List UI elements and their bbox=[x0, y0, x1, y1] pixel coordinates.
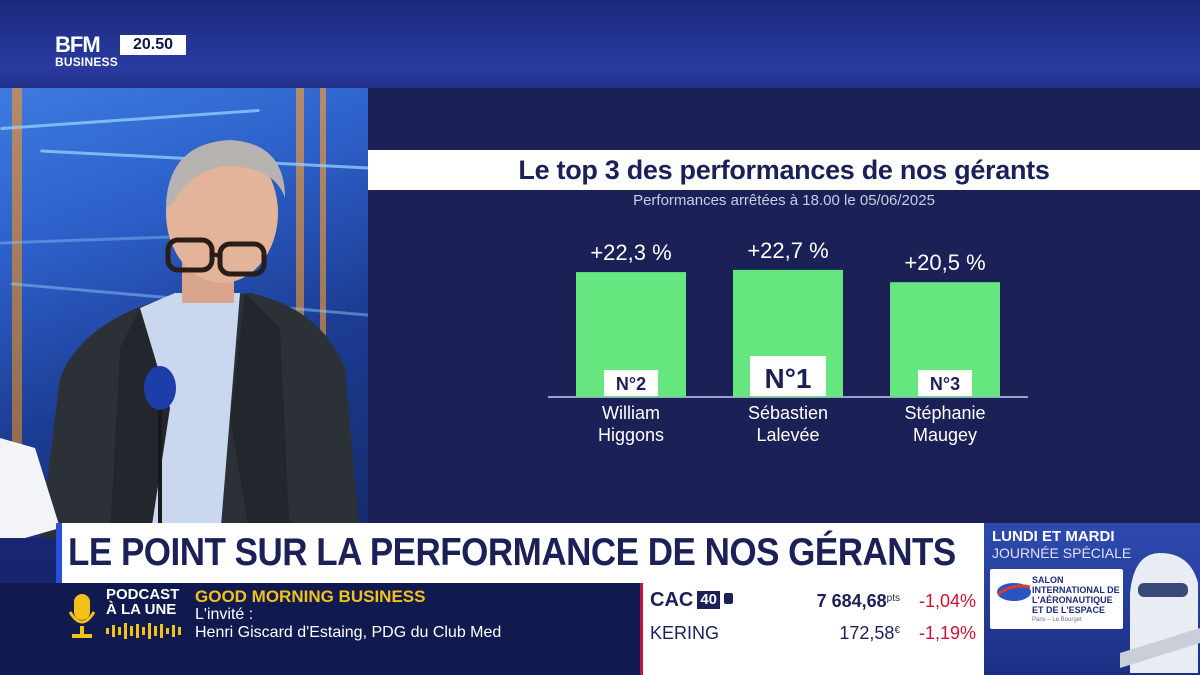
market-change: -1,04% bbox=[918, 591, 976, 611]
salon-sub: Paris – Le Bourget bbox=[1032, 617, 1082, 623]
market-separator bbox=[640, 583, 643, 675]
value-unit: € bbox=[894, 625, 900, 636]
category-label: Maugey bbox=[913, 425, 977, 445]
symbol-badge: 40 bbox=[697, 591, 721, 609]
market-symbol: KERING bbox=[650, 623, 720, 643]
rank-badge bbox=[750, 356, 826, 396]
market-row: KERING 172,58€ -1,19% bbox=[650, 619, 980, 647]
show-title: GOOD MORNING BUSINESS bbox=[195, 587, 426, 606]
market-ticker: CAC 40 7 684,68pts -1,04% KERING 172,58€ … bbox=[640, 583, 984, 675]
special-line2: JOURNÉE SPÉCIALE bbox=[992, 545, 1132, 561]
podcast-sub-label: À LA UNE bbox=[106, 601, 177, 618]
market-symbol: CAC 40 bbox=[650, 589, 734, 612]
special-event-box: LUNDI ET MARDI JOURNÉE SPÉCIALE SALON IN… bbox=[984, 523, 1200, 675]
special-line1: LUNDI ET MARDI bbox=[992, 528, 1115, 545]
rank-label: N°3 bbox=[930, 374, 960, 394]
lock-icon bbox=[724, 593, 734, 604]
market-value: 172,58€ bbox=[839, 623, 900, 644]
market-change: -1,19% bbox=[918, 623, 976, 643]
podcast-label: PODCAST bbox=[106, 586, 180, 603]
value-number: 7 684,68 bbox=[816, 591, 887, 611]
chart-title-band: Le top 3 des performances de nos gérants bbox=[368, 150, 1200, 190]
chart-panel: Le top 3 des performances de nos gérants… bbox=[368, 88, 1200, 524]
value-number: 172,58 bbox=[839, 623, 895, 643]
logo-sub: BUSINESS bbox=[55, 55, 118, 69]
salon-logo: SALON INTERNATIONAL DE L'AÉRONAUTIQUE ET… bbox=[990, 569, 1123, 629]
category-label: Lalevée bbox=[756, 425, 819, 445]
category-label: Sébastien bbox=[748, 403, 828, 423]
studio-pillar bbox=[320, 88, 326, 538]
salon-title: SALON INTERNATIONAL DE L'AÉRONAUTIQUE ET… bbox=[1032, 575, 1120, 615]
channel-logo: BFM BUSINESS bbox=[55, 32, 118, 70]
symbol-name: CAC bbox=[650, 589, 694, 611]
bar-value-label: +22,7 % bbox=[747, 238, 828, 263]
headline-text: LE POINT SUR LA PERFORMANCE DE NOS GÉRAN… bbox=[68, 531, 956, 574]
headline-band: LE POINT SUR LA PERFORMANCE DE NOS GÉRAN… bbox=[56, 523, 984, 583]
value-unit: pts bbox=[886, 593, 900, 604]
rank-badge bbox=[604, 370, 658, 396]
guest-name: Henri Giscard d'Estaing, PDG du Club Med bbox=[195, 624, 502, 641]
podcast-mic-icon bbox=[68, 594, 96, 638]
airplane-image bbox=[1120, 553, 1200, 673]
bar-value-label: +22,3 % bbox=[590, 240, 671, 265]
studio-pillar bbox=[12, 88, 22, 538]
category-label: William bbox=[602, 403, 660, 423]
clock: 20.50 bbox=[120, 35, 186, 55]
market-row: CAC 40 7 684,68pts -1,04% bbox=[650, 587, 980, 615]
guest-label: L'invité : bbox=[195, 606, 254, 623]
headline-accent bbox=[56, 523, 62, 583]
category-label: Higgons bbox=[598, 425, 664, 445]
plane-icon bbox=[997, 583, 1031, 601]
audio-wave-icon bbox=[106, 623, 181, 639]
market-value: 7 684,68pts bbox=[817, 591, 900, 612]
presenter bbox=[0, 140, 360, 538]
category-label: Stéphanie bbox=[904, 403, 985, 423]
rank-badge bbox=[918, 370, 972, 396]
chart-subtitle: Performances arrêtées à 18.00 le 05/06/2… bbox=[633, 192, 935, 209]
chart-title: Le top 3 des performances de nos gérants bbox=[518, 154, 1050, 185]
logo-brand: BFM bbox=[55, 32, 101, 57]
rank-label: N°1 bbox=[765, 363, 812, 394]
studio-video bbox=[0, 88, 370, 538]
bar-value-label: +20,5 % bbox=[904, 250, 985, 275]
rank-label: N°2 bbox=[616, 374, 646, 394]
